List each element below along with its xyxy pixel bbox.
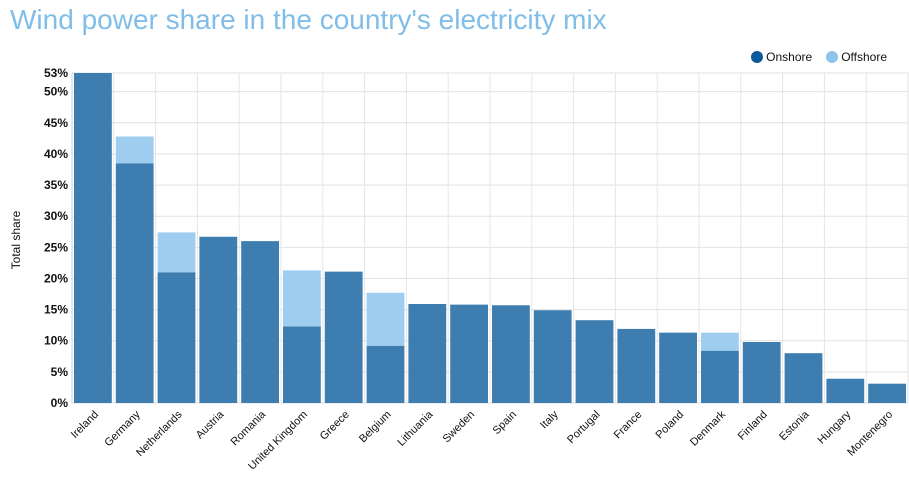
y-tick-label: 40% <box>44 147 68 161</box>
x-tick-label: Greece <box>318 409 352 443</box>
bar-onshore-spain[interactable] <box>492 305 530 403</box>
bar-onshore-portugal[interactable] <box>575 320 614 403</box>
x-tick-label: Italy <box>538 408 561 431</box>
x-tick-label: Ireland <box>69 409 101 441</box>
bar-offshore-denmark[interactable] <box>701 332 739 351</box>
legend-swatch-onshore <box>751 51 764 63</box>
bar-onshore-greece[interactable] <box>324 271 363 403</box>
legend-label-onshore: Onshore <box>766 50 813 64</box>
bar-offshore-belgium[interactable] <box>366 292 405 346</box>
bar-onshore-lithuania[interactable] <box>408 304 447 403</box>
bar-onshore-united-kingdom[interactable] <box>283 326 321 403</box>
bar-onshore-romania[interactable] <box>241 241 279 403</box>
bar-onshore-austria[interactable] <box>199 236 238 403</box>
x-tick-label: Poland <box>654 409 687 442</box>
x-tick-label: Lithuania <box>395 408 436 449</box>
legend-item-offshore[interactable]: Offshore <box>826 50 887 64</box>
bars <box>74 73 906 403</box>
y-axis: 0% 5% 10% 15% 20% 25% 30% 35% 40% 45% 50% 53% <box>44 66 73 410</box>
x-tick-label: Hungary <box>816 408 854 446</box>
x-tick-label: Montenegro <box>845 409 895 459</box>
y-tick-label: 5% <box>51 365 69 379</box>
bar-onshore-poland[interactable] <box>659 332 697 403</box>
y-tick-label: 35% <box>44 178 68 192</box>
bar-onshore-denmark[interactable] <box>701 350 739 403</box>
bar-onshore-italy[interactable] <box>533 310 572 403</box>
x-tick-label: Netherlands <box>134 408 185 459</box>
bar-onshore-germany[interactable] <box>115 163 154 403</box>
y-tick-label: 10% <box>44 334 68 348</box>
x-tick-label: Romania <box>229 408 269 448</box>
x-tick-label: France <box>612 409 645 442</box>
bar-onshore-hungary[interactable] <box>826 378 865 403</box>
y-tick-label: 0% <box>51 396 69 410</box>
x-tick-label: Germany <box>102 408 143 449</box>
chart-title: Wind power share in the country's electr… <box>10 4 607 35</box>
legend-label-offshore: Offshore <box>841 50 887 64</box>
y-tick-label: 25% <box>44 240 68 254</box>
y-tick-label: 45% <box>44 116 68 130</box>
bar-onshore-belgium[interactable] <box>366 345 405 403</box>
gridlines <box>71 72 909 404</box>
legend: Onshore Offshore <box>751 50 887 64</box>
x-tick-label: Estonia <box>777 408 812 443</box>
y-tick-label: 50% <box>44 85 68 99</box>
x-tick-label: Sweden <box>441 409 478 446</box>
y-axis-label: Total share <box>9 210 23 269</box>
bar-onshore-montenegro[interactable] <box>868 383 906 403</box>
bar-onshore-sweden[interactable] <box>450 304 488 403</box>
y-tick-label: 30% <box>44 209 68 223</box>
bar-onshore-france[interactable] <box>617 328 656 403</box>
legend-swatch-offshore <box>826 51 839 63</box>
y-tick-label: 53% <box>44 66 68 80</box>
x-tick-label: Portugal <box>565 409 602 446</box>
x-tick-label: Finland <box>736 409 770 443</box>
bar-onshore-ireland[interactable] <box>74 73 112 403</box>
bar-onshore-estonia[interactable] <box>784 353 823 403</box>
bar-onshore-finland[interactable] <box>742 341 781 403</box>
y-tick-label: 15% <box>44 303 68 317</box>
bar-offshore-netherlands[interactable] <box>157 232 196 273</box>
bar-onshore-netherlands[interactable] <box>157 272 196 403</box>
x-tick-label: Belgium <box>357 409 394 446</box>
y-tick-label: 20% <box>44 271 68 285</box>
x-tick-label: Spain <box>491 409 519 437</box>
bar-offshore-germany[interactable] <box>115 136 154 164</box>
x-tick-label: Austria <box>194 408 227 441</box>
bar-offshore-united-kingdom[interactable] <box>283 270 321 327</box>
x-tick-label: Denmark <box>688 408 728 448</box>
legend-item-onshore[interactable]: Onshore <box>751 50 812 64</box>
